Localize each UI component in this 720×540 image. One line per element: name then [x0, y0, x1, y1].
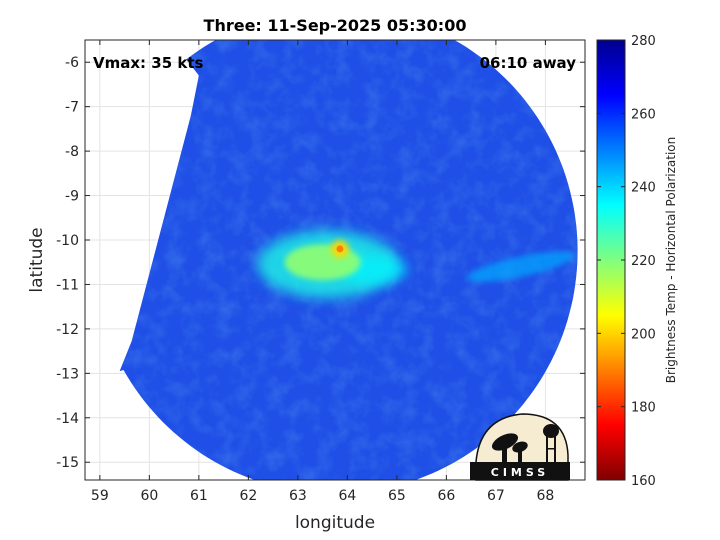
colorbar-tick-label: 240	[631, 181, 656, 196]
x-tick-label: 66	[437, 488, 455, 504]
colorbar-tick-label: 160	[631, 474, 656, 489]
y-tick-label: -10	[56, 233, 79, 249]
core-mark	[336, 245, 344, 253]
colorbar-ticks: 280 260 240 220 200 180 160	[597, 34, 656, 489]
y-tick-label: -6	[65, 55, 79, 71]
y-ticks: -6 -7 -8 -9 -10 -11 -12 -13 -14 -15	[56, 55, 585, 471]
x-tick-label: 65	[388, 488, 406, 504]
logo-dish-icon	[491, 433, 528, 462]
x-axis-label: longitude	[295, 513, 375, 533]
x-ticks: 59 60 61 62 63 64 65 66 67 68	[91, 40, 554, 504]
time-away-annotation: 06:10 away	[480, 54, 577, 72]
colorbar-label: Brightness Temp - Horizontal Polarizatio…	[664, 137, 678, 384]
y-tick-label: -9	[65, 189, 79, 205]
x-tick-label: 67	[487, 488, 505, 504]
y-tick-label: -7	[65, 100, 79, 116]
y-tick-label: -12	[56, 322, 79, 338]
y-tick-label: -15	[56, 455, 79, 471]
x-tick-label: 59	[91, 488, 109, 504]
colorbar-tick-label: 180	[631, 401, 656, 416]
colorbar-tick-label: 200	[631, 327, 656, 342]
cimss-logo: CIMSS	[470, 413, 570, 481]
inner-ring-mark	[284, 244, 361, 281]
vmax-annotation: Vmax: 35 kts	[93, 54, 203, 72]
swath-image	[119, 40, 578, 480]
y-tick-label: -8	[65, 144, 79, 160]
x-tick-label: 63	[289, 488, 307, 504]
y-tick-label: -14	[56, 411, 79, 427]
logo-text: CIMSS	[491, 466, 549, 479]
x-tick-label: 60	[140, 488, 158, 504]
chart-title: Three: 11-Sep-2025 05:30:00	[204, 16, 467, 35]
y-axis-label: latitude	[27, 227, 47, 292]
y-tick-label: -11	[56, 277, 79, 293]
x-tick-label: 68	[536, 488, 554, 504]
feature-layer	[257, 230, 575, 299]
logo-tower-icon	[543, 424, 559, 462]
logo-band	[470, 462, 570, 480]
colorbar-tick-label: 260	[631, 107, 656, 122]
colorbar-tick-label: 280	[631, 34, 656, 49]
y-tick-label: -13	[56, 366, 79, 382]
colorbar	[596, 39, 626, 481]
colorbar-tick-label: 220	[631, 254, 656, 269]
x-tick-label: 62	[239, 488, 257, 504]
x-tick-label: 64	[338, 488, 356, 504]
x-tick-label: 61	[190, 488, 208, 504]
east-band-mark	[466, 251, 575, 282]
axes-box	[84, 39, 586, 481]
